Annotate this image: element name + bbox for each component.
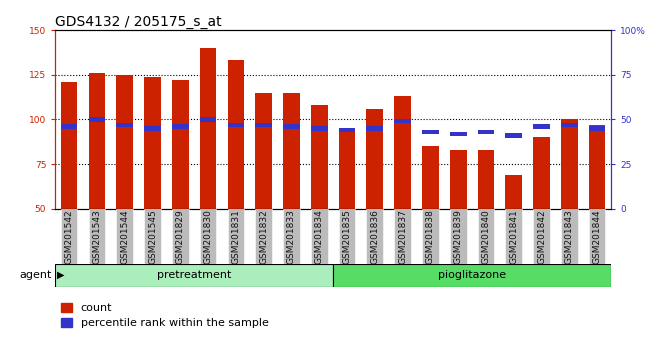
Bar (367, 209, 383, 264)
Bar (227, 209, 244, 264)
Bar (589, 125, 605, 209)
Bar (55, 264, 333, 287)
Bar (172, 124, 188, 129)
Bar (116, 209, 133, 264)
Text: GSM201829: GSM201829 (176, 209, 185, 264)
Bar (116, 75, 133, 209)
Bar (311, 126, 328, 131)
Bar (339, 132, 356, 209)
Text: GSM201831: GSM201831 (231, 209, 240, 264)
Text: GSM201840: GSM201840 (482, 209, 491, 264)
Bar (450, 150, 467, 209)
Bar (561, 209, 578, 264)
Text: pioglitazone: pioglitazone (438, 270, 506, 280)
Text: GSM201835: GSM201835 (343, 209, 352, 264)
Bar (533, 124, 550, 129)
Bar (395, 96, 411, 209)
Bar (561, 122, 578, 127)
Bar (116, 122, 133, 127)
Text: agent: agent (20, 270, 52, 280)
Bar (333, 264, 611, 287)
Bar (88, 73, 105, 209)
Bar (227, 122, 244, 127)
Text: GSM201830: GSM201830 (203, 209, 213, 264)
Bar (61, 124, 77, 129)
Bar (589, 209, 605, 264)
Bar (589, 126, 605, 131)
Text: GSM201545: GSM201545 (148, 209, 157, 264)
Bar (144, 76, 161, 209)
Bar (283, 124, 300, 129)
Bar (561, 120, 578, 209)
Bar (395, 209, 411, 264)
Bar (478, 209, 494, 264)
Bar (533, 209, 550, 264)
Bar (339, 128, 356, 132)
Text: GSM201544: GSM201544 (120, 209, 129, 264)
Text: GSM201837: GSM201837 (398, 209, 407, 264)
Bar (88, 209, 105, 264)
Text: GSM201836: GSM201836 (370, 209, 380, 264)
Text: pretreatment: pretreatment (157, 270, 231, 280)
Text: GSM201832: GSM201832 (259, 209, 268, 264)
Text: GSM201543: GSM201543 (92, 209, 101, 264)
Bar (450, 209, 467, 264)
Bar (311, 105, 328, 209)
Bar (172, 209, 188, 264)
Text: GSM201842: GSM201842 (537, 209, 546, 264)
Bar (395, 119, 411, 124)
Bar (506, 133, 522, 138)
Bar (172, 80, 188, 209)
Bar (144, 126, 161, 131)
Text: GSM201838: GSM201838 (426, 209, 435, 264)
Bar (506, 175, 522, 209)
Text: GDS4132 / 205175_s_at: GDS4132 / 205175_s_at (55, 15, 222, 29)
Bar (367, 126, 383, 131)
Bar (339, 209, 356, 264)
Text: GSM201834: GSM201834 (315, 209, 324, 264)
Bar (255, 122, 272, 127)
Text: GSM201542: GSM201542 (64, 209, 73, 264)
Bar (422, 130, 439, 134)
Text: ▶: ▶ (57, 270, 64, 280)
Bar (227, 61, 244, 209)
Bar (88, 117, 105, 122)
Bar (144, 209, 161, 264)
Bar (283, 209, 300, 264)
Text: GSM201844: GSM201844 (593, 209, 602, 264)
Bar (200, 48, 216, 209)
Bar (533, 137, 550, 209)
Bar (200, 117, 216, 122)
Bar (283, 93, 300, 209)
Bar (61, 82, 77, 209)
Bar (255, 93, 272, 209)
Bar (311, 209, 328, 264)
Text: GSM201843: GSM201843 (565, 209, 574, 264)
Text: GSM201839: GSM201839 (454, 209, 463, 264)
Bar (506, 209, 522, 264)
Text: GSM201841: GSM201841 (509, 209, 518, 264)
Bar (422, 209, 439, 264)
Bar (367, 109, 383, 209)
Bar (478, 150, 494, 209)
Bar (61, 209, 77, 264)
Bar (422, 146, 439, 209)
Bar (478, 130, 494, 134)
Bar (450, 132, 467, 136)
Legend: count, percentile rank within the sample: count, percentile rank within the sample (61, 303, 268, 328)
Text: GSM201833: GSM201833 (287, 209, 296, 264)
Bar (200, 209, 216, 264)
Bar (255, 209, 272, 264)
